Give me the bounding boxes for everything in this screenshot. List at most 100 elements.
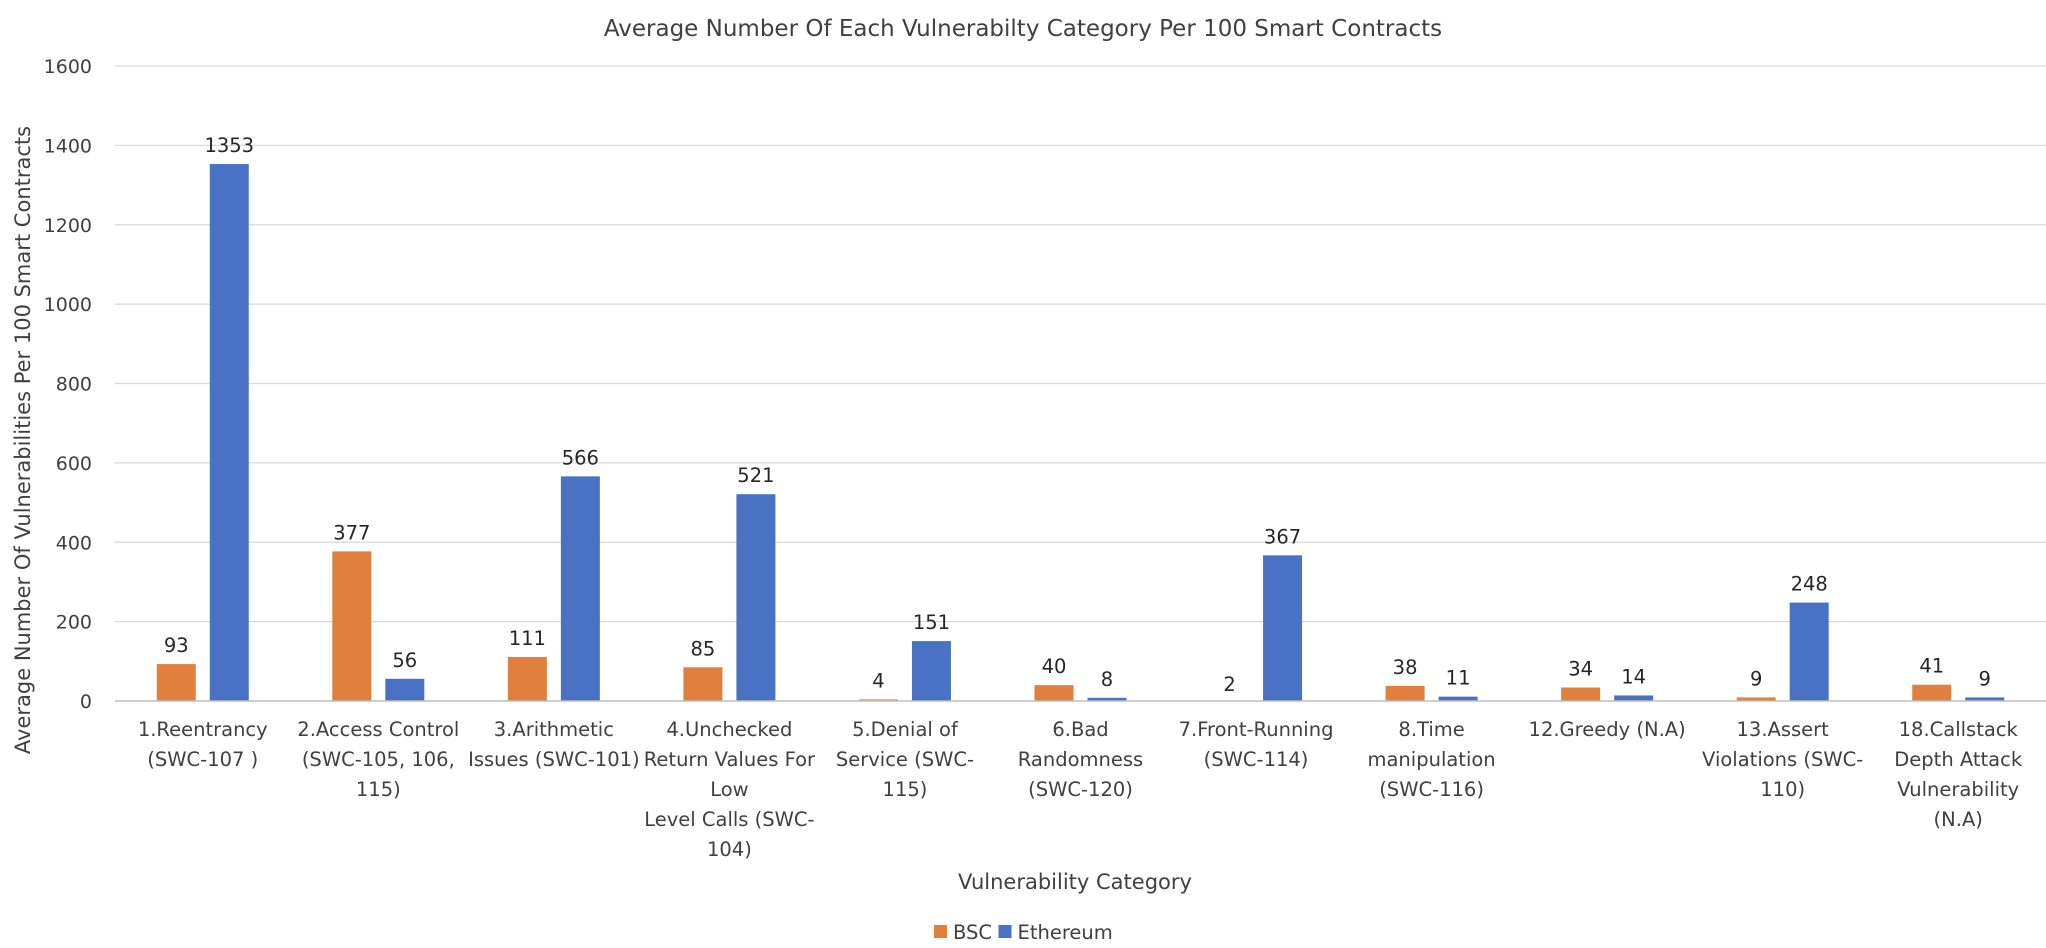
data-label-bsc-7: 38 <box>1393 656 1418 679</box>
x-category-line: Service (SWC- <box>836 748 974 771</box>
bar-bsc-9 <box>1736 697 1776 701</box>
legend: BSC Ethereum <box>934 921 1113 944</box>
x-category-line: 12.Greedy (N.A) <box>1529 718 1686 741</box>
data-label-ethereum-7: 11 <box>1446 667 1471 690</box>
data-labels: 93 377 111 85 4 40 38 34 9 41 1353 56 566 521 151 8 367 1… <box>164 134 1991 692</box>
bar-bsc-2 <box>507 656 547 701</box>
bar-ethereum-3 <box>736 494 776 701</box>
data-label-ethereum-6: 367 <box>1264 525 1301 548</box>
bar-bsc-7 <box>1385 685 1425 701</box>
data-label-ethereum-4: 151 <box>913 611 950 634</box>
y-tick-label: 600 <box>56 453 92 475</box>
bar-bsc-1 <box>332 551 372 701</box>
bar-ethereum-6 <box>1263 555 1303 701</box>
x-category-line: Issues (SWC-101) <box>468 748 640 771</box>
x-category-line: Return Values For <box>644 748 816 771</box>
bar-bsc-5 <box>1034 685 1074 701</box>
y-axis-ticks: 0 200 400 600 800 1000 1200 1400 1600 <box>44 56 92 713</box>
y-tick-label: 1400 <box>44 135 92 157</box>
bar-bsc-3 <box>683 667 723 701</box>
data-label-ethereum-5: 8 <box>1101 668 1113 691</box>
bar-ethereum-1 <box>385 678 425 701</box>
data-label-bsc-8: 34 <box>1568 658 1593 681</box>
x-category-line: 3.Arithmetic <box>494 718 614 741</box>
bar-ethereum-10 <box>1965 697 2005 701</box>
data-label-ethereum-2: 566 <box>562 446 599 469</box>
x-category-line: (SWC-116) <box>1379 778 1484 801</box>
y-tick-label: 200 <box>56 612 92 634</box>
x-category-line: 4.Unchecked <box>666 718 792 741</box>
data-label-ethereum-9: 248 <box>1791 573 1828 596</box>
y-tick-label: 400 <box>56 532 92 554</box>
x-category-line: 6.Bad <box>1052 718 1108 741</box>
bar-ethereum-4 <box>911 641 951 701</box>
bar-bsc-4 <box>858 699 898 701</box>
bar-bsc-8 <box>1561 687 1601 701</box>
annotations: 2 <box>1223 673 1235 696</box>
x-category-line: 18.Callstack <box>1899 718 2019 741</box>
x-axis-title: Vulnerability Category <box>958 870 1192 894</box>
bar-ethereum-5 <box>1087 697 1127 701</box>
x-category-label: 3.Arithmetic Issues (SWC-101) <box>468 718 640 771</box>
x-axis-categories: 1.Reentrancy (SWC-107 ) 2.Access Control (S… <box>138 718 2023 861</box>
y-axis-title: Average Number Of Vulnerabilities Per 10… <box>11 126 35 754</box>
gridlines <box>115 65 2046 623</box>
y-tick-label: 1600 <box>44 56 92 78</box>
data-label-bsc-10: 41 <box>1919 655 1944 678</box>
data-label-bsc-0: 93 <box>164 634 189 657</box>
x-category-label: 4.Unchecked Return Values For Low Level Cal… <box>644 718 816 861</box>
bar-bsc-0 <box>156 664 196 701</box>
y-tick-label: 800 <box>56 374 92 396</box>
x-category-line: (SWC-114) <box>1204 748 1309 771</box>
x-category-line: 104) <box>707 838 752 861</box>
x-category-label: 5.Denial of Service (SWC- 115) <box>836 718 974 801</box>
data-label-ethereum-1: 56 <box>392 649 417 672</box>
x-category-label: 18.Callstack Depth Attack Vulnerability (N.… <box>1894 718 2023 831</box>
y-tick-label: 1200 <box>44 215 92 237</box>
bar-ethereum-2 <box>560 476 600 701</box>
x-category-line: (N.A) <box>1934 808 1983 831</box>
chart-title: Average Number Of Each Vulnerabilty Cate… <box>604 16 1442 42</box>
bar-ethereum-8 <box>1614 695 1654 701</box>
bar-ethereum-7 <box>1438 696 1478 701</box>
x-category-line: (SWC-105, 106, <box>302 748 455 771</box>
x-category-label: 8.Time manipulation (SWC-116) <box>1367 718 1495 801</box>
x-category-label: 12.Greedy (N.A) <box>1529 718 1686 741</box>
x-category-label: 6.Bad Randomness (SWC-120) <box>1018 718 1143 801</box>
data-label-ethereum-8: 14 <box>1621 665 1646 688</box>
x-category-line: 110) <box>1760 778 1805 801</box>
data-label-ethereum-3: 521 <box>737 464 774 487</box>
x-category-line: Depth Attack <box>1894 748 2023 771</box>
x-category-line: 7.Front-Running <box>1179 718 1334 741</box>
x-category-line: 13.Assert <box>1737 718 1830 741</box>
legend-label-ethereum: Ethereum <box>1018 921 1113 944</box>
y-tick-label: 0 <box>80 691 92 713</box>
bars <box>156 164 2005 701</box>
x-category-line: 8.Time <box>1398 718 1464 741</box>
data-label-bsc-9: 9 <box>1750 667 1762 690</box>
x-category-label: 13.Assert Violations (SWC- 110) <box>1702 718 1863 801</box>
data-label-bsc-1: 377 <box>333 521 370 544</box>
data-label-ethereum-10: 9 <box>1979 667 1991 690</box>
data-label-bsc-4: 4 <box>872 669 884 692</box>
x-category-line: 5.Denial of <box>852 718 959 741</box>
x-category-label: 7.Front-Running (SWC-114) <box>1179 718 1334 771</box>
x-category-line: Level Calls (SWC- <box>644 808 814 831</box>
x-category-line: Low <box>710 778 748 801</box>
x-category-line: 115) <box>883 778 928 801</box>
x-category-label: 2.Access Control (SWC-105, 106, 115) <box>297 718 459 801</box>
x-category-label: 1.Reentrancy (SWC-107 ) <box>138 718 268 771</box>
x-category-line: (SWC-120) <box>1028 778 1133 801</box>
data-label-bsc-5: 40 <box>1042 655 1067 678</box>
legend-swatch-bsc <box>934 925 947 938</box>
annotation-label: 2 <box>1223 673 1235 696</box>
x-category-line: Vulnerability <box>1897 778 2019 801</box>
x-category-line: 115) <box>356 778 401 801</box>
x-category-line: Violations (SWC- <box>1702 748 1863 771</box>
bar-bsc-10 <box>1912 684 1952 701</box>
bar-ethereum-0 <box>209 164 249 701</box>
data-label-bsc-3: 85 <box>690 637 715 660</box>
bar-ethereum-9 <box>1789 602 1829 701</box>
legend-swatch-ethereum <box>998 925 1012 938</box>
data-label-bsc-2: 111 <box>509 627 546 650</box>
